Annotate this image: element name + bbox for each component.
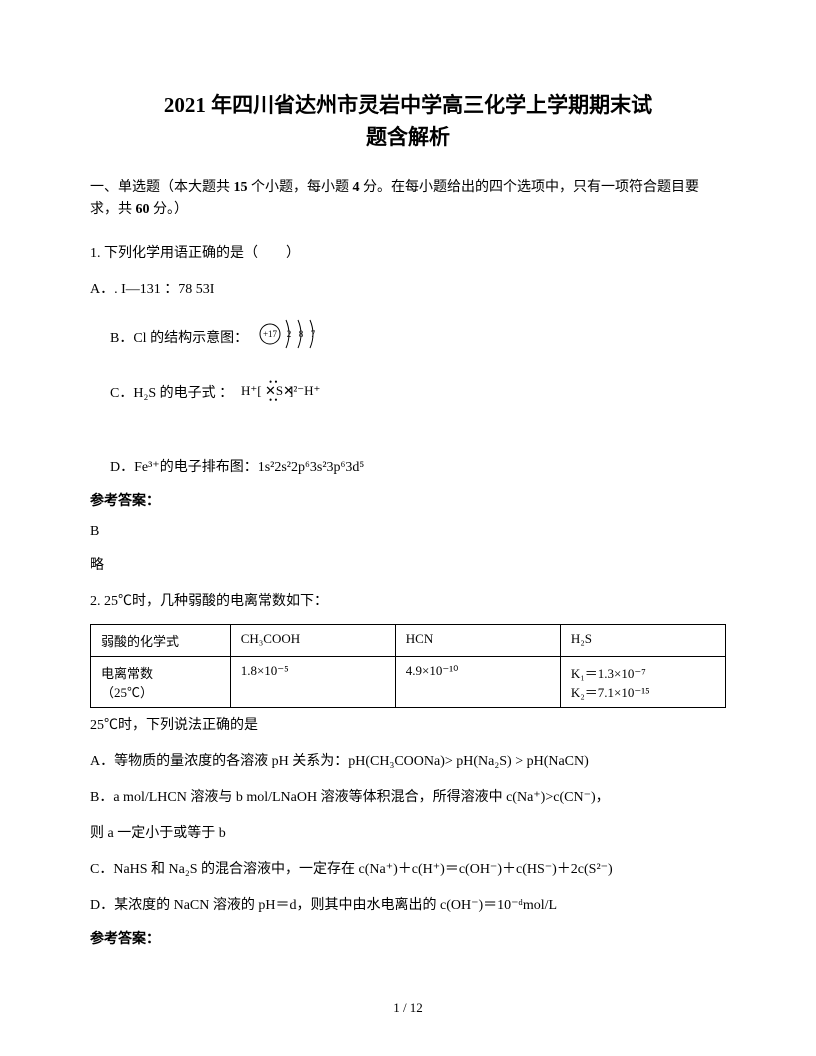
table-cell: H₂S xyxy=(560,624,725,656)
section-header-bold-3: 60 xyxy=(136,202,154,217)
svg-text:8: 8 xyxy=(299,329,304,339)
q1-option-d: D．Fe³⁺的电子排布图：1s²2s²2p⁶3s²3p⁶3d⁵ xyxy=(110,454,726,482)
q1-option-b: B．Cl 的结构示意图： +17 2 8 7 xyxy=(110,312,726,367)
title-line-2: 题含解析 xyxy=(90,122,726,154)
cell-line: （25℃） xyxy=(101,682,220,701)
q2-option-c: C．NaHS 和 Na₂S 的混合溶液中，一定存在 c(Na⁺)＋c(H⁺)＝c… xyxy=(90,856,726,884)
table-cell: K₁＝1.3×10⁻⁷ K₂＝7.1×10⁻¹⁵ xyxy=(560,656,725,707)
title-line-1: 2021 年四川省达州市灵岩中学高三化学上学期期末试 xyxy=(90,90,726,122)
section-header-text-1: 一、单选题（本大题共 xyxy=(90,180,234,195)
atom-structure-icon: +17 2 8 7 xyxy=(256,312,326,367)
section-header: 一、单选题（本大题共 15 个小题，每小题 4 分。在每小题给出的四个选项中，只… xyxy=(90,177,726,222)
cell-line: K₂＝7.1×10⁻¹⁵ xyxy=(571,682,715,701)
table-cell: 1.8×10⁻⁵ xyxy=(230,656,395,707)
acid-constants-table: 弱酸的化学式 CH₃COOH HCN H₂S 电离常数 （25℃） 1.8×10… xyxy=(90,624,726,708)
electron-formula: H⁺[ • • ✕S✕ • • ]²⁻H⁺ xyxy=(241,375,331,414)
section-header-text-4: 分。） xyxy=(153,202,188,217)
q1-omit: 略 xyxy=(90,554,726,574)
svg-text:+17: +17 xyxy=(263,329,278,339)
svg-text:2: 2 xyxy=(287,329,292,339)
table-cell: 4.9×10⁻¹⁰ xyxy=(395,656,560,707)
page-number: 1 / 12 xyxy=(0,1000,816,1016)
q1-option-b-label: B．Cl 的结构示意图： xyxy=(110,325,248,353)
section-header-bold-1: 15 xyxy=(234,180,252,195)
section-header-text-2: 个小题，每小题 xyxy=(251,180,353,195)
table-row: 电离常数 （25℃） 1.8×10⁻⁵ 4.9×10⁻¹⁰ K₁＝1.3×10⁻… xyxy=(91,656,726,707)
q1-answer-label: 参考答案： xyxy=(90,490,726,510)
q1-option-c: C．H₂S 的电子式 ： H⁺[ • • ✕S✕ • • ]²⁻H⁺ xyxy=(110,375,726,414)
section-header-bold-2: 4 xyxy=(353,180,364,195)
q2-option-a: A．等物质的量浓度的各溶液 pH 关系为：pH(CH₃COONa)> pH(Na… xyxy=(90,748,726,776)
cell-line: 电离常数 xyxy=(101,663,220,682)
svg-text:]²⁻H⁺: ]²⁻H⁺ xyxy=(289,383,320,398)
svg-text:• •: • • xyxy=(269,395,278,405)
q1-option-c-label: C．H₂S 的电子式 ： xyxy=(110,380,233,408)
table-cell: CH₃COOH xyxy=(230,624,395,656)
table-cell: HCN xyxy=(395,624,560,656)
svg-text:H⁺[: H⁺[ xyxy=(241,383,262,398)
q2-answer-label: 参考答案： xyxy=(90,928,726,948)
q2-option-b-line2: 则 a 一定小于或等于 b xyxy=(90,820,726,848)
table-cell: 弱酸的化学式 xyxy=(91,624,231,656)
table-row: 弱酸的化学式 CH₃COOH HCN H₂S xyxy=(91,624,726,656)
q1-stem: 1. 下列化学用语正确的是（ ） xyxy=(90,240,726,268)
q2-stem: 2. 25℃时，几种弱酸的电离常数如下： xyxy=(90,588,726,616)
q2-option-b-line1: B．a mol/LHCN 溶液与 b mol/LNaOH 溶液等体积混合，所得溶… xyxy=(90,784,726,812)
q2-after-table: 25℃时，下列说法正确的是 xyxy=(90,712,726,740)
q1-option-a: A．. I—131 ：78 53I xyxy=(90,276,726,304)
q1-answer: B xyxy=(90,524,726,540)
svg-text:7: 7 xyxy=(311,329,316,339)
table-cell: 电离常数 （25℃） xyxy=(91,656,231,707)
q2-option-d: D．某浓度的 NaCN 溶液的 pH＝d，则其中由水电离出的 c(OH⁻)＝10… xyxy=(90,892,726,920)
cell-line: K₁＝1.3×10⁻⁷ xyxy=(571,663,715,682)
